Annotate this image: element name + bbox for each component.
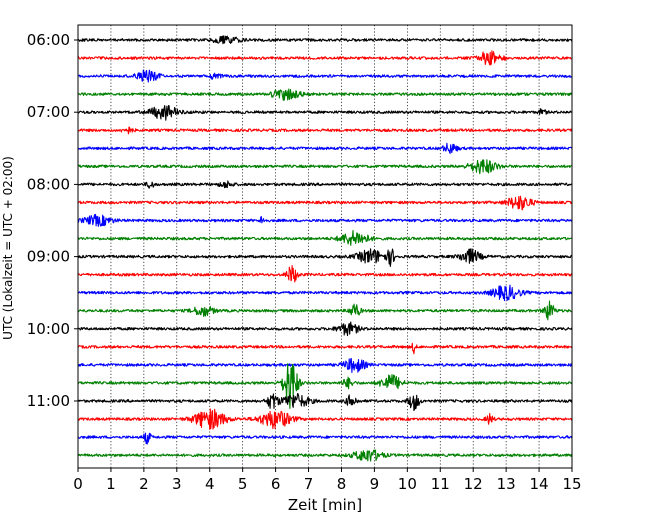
x-tick-label: 10 (398, 475, 417, 493)
vertical-gridlines (110, 25, 540, 468)
x-tick-label: 6 (271, 475, 281, 493)
seismogram-trace (77, 393, 573, 412)
x-tick-label: 7 (304, 475, 314, 493)
seismogram-trace (77, 342, 573, 355)
x-tick-label: 11 (431, 475, 450, 493)
x-tick-label: 0 (73, 475, 83, 493)
seismogram-trace (77, 126, 573, 135)
x-axis-label: Zeit [min] (288, 496, 362, 514)
y-tick-label: 09:00 (27, 248, 70, 266)
seismogram-trace (77, 321, 573, 337)
seismogram-trace (77, 104, 573, 121)
seismogram-trace (77, 35, 573, 45)
x-tick-label: 15 (562, 475, 581, 493)
x-tick-label: 3 (172, 475, 182, 493)
x-tick-label: 4 (205, 475, 215, 493)
y-tick-label: 08:00 (27, 175, 70, 193)
seismogram-trace (77, 195, 573, 211)
seismogram-trace (77, 159, 573, 175)
x-tick-label: 9 (370, 475, 380, 493)
seismogram-trace (77, 363, 573, 409)
seismogram-trace (77, 284, 573, 302)
y-tick-label: 06:00 (27, 31, 70, 49)
seismogram-trace (77, 69, 573, 83)
seismogram-trace (77, 180, 573, 189)
x-tick-label: 5 (238, 475, 248, 493)
x-tick-label: 13 (497, 475, 516, 493)
seismogram-trace (77, 142, 573, 154)
seismogram-traces (77, 35, 573, 462)
seismogram-trace (77, 358, 573, 374)
x-tick-label: 2 (139, 475, 149, 493)
x-tick-label: 8 (337, 475, 347, 493)
x-axis-ticks: 0 1 2 3 4 5 6 7 8 9 10 11 12 13 14 15 (73, 468, 582, 493)
seismogram-trace (77, 300, 573, 321)
y-axis-ticks: 06:00 07:00 08:00 09:00 10:00 11:00 (27, 31, 78, 410)
seismogram-trace (77, 432, 573, 445)
plot-frame (77, 24, 573, 469)
seismogram-trace (77, 229, 573, 246)
seismogram-trace (77, 88, 573, 101)
seismogram-trace (77, 213, 573, 227)
seismogram-trace (77, 50, 573, 66)
x-tick-label: 14 (530, 475, 549, 493)
x-tick-label: 12 (464, 475, 483, 493)
x-tick-label: 1 (106, 475, 116, 493)
y-tick-label: 10:00 (27, 320, 70, 338)
y-tick-label: 07:00 (27, 103, 70, 121)
seismogram-trace (77, 408, 573, 430)
y-axis-label: UTC (Lokalzeit = UTC + 02:00) (1, 156, 15, 340)
seismogram-trace (77, 449, 573, 462)
seismogram-trace (77, 265, 573, 283)
y-tick-label: 11:00 (27, 392, 70, 410)
seismogram-trace (77, 248, 573, 267)
